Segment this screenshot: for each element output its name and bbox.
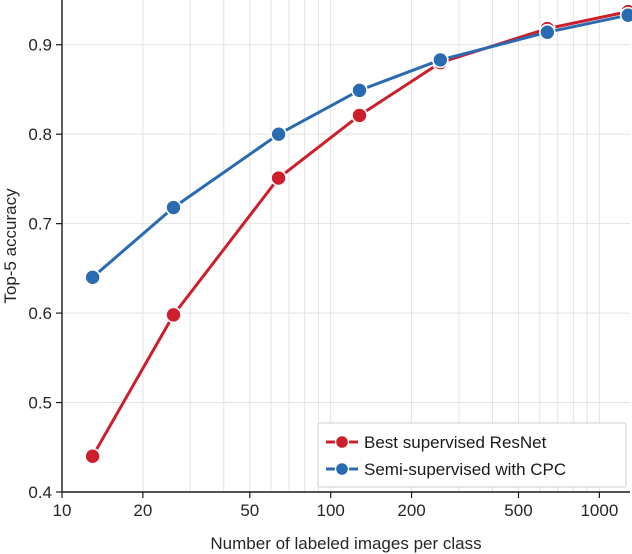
data-point — [270, 169, 287, 187]
series-layer — [84, 3, 632, 465]
x-tick-label: 10 — [53, 501, 72, 520]
y-tick-label: 0.5 — [28, 394, 52, 413]
grid — [61, 0, 630, 493]
x-tick-label: 100 — [317, 501, 345, 520]
data-point — [351, 82, 368, 99]
y-tick-label: 0.9 — [28, 36, 52, 55]
axes: 0.4 0.5 0.6 0.7 0.8 0.9 10 20 50 100 200 500 1000 — [28, 0, 630, 520]
x-tick-label: 1000 — [580, 501, 618, 520]
legend-marker — [334, 461, 350, 477]
y-tick-label: 0.6 — [28, 304, 52, 323]
data-point — [270, 125, 287, 143]
data-point — [539, 23, 556, 41]
y-tick-label: 0.7 — [28, 215, 52, 234]
x-tick-label: 500 — [504, 501, 532, 520]
series-1 — [84, 3, 632, 465]
legend: Best supervised ResNet Semi-supervised wi… — [317, 422, 627, 488]
x-tick-label: 200 — [397, 501, 425, 520]
legend-box — [317, 422, 627, 488]
data-point — [165, 199, 182, 216]
series-line — [91, 13, 629, 279]
data-point — [84, 269, 101, 286]
y-tick-label: 0.4 — [28, 483, 52, 502]
y-tick-label: 0.8 — [28, 125, 52, 144]
x-axis-label: Number of labeled images per class — [210, 534, 481, 553]
y-axis-label: Top-5 accuracy — [1, 188, 20, 304]
data-point — [619, 6, 632, 24]
legend-marker — [334, 434, 350, 450]
data-point — [432, 51, 449, 69]
series-2 — [84, 6, 632, 286]
data-point — [351, 107, 368, 124]
legend-label: Best supervised ResNet — [364, 433, 547, 452]
data-point — [165, 306, 182, 324]
data-point — [84, 447, 101, 465]
series-line — [91, 10, 629, 457]
x-tick-label: 50 — [240, 501, 259, 520]
x-tick-label: 20 — [133, 501, 152, 520]
legend-label: Semi-supervised with CPC — [364, 460, 566, 479]
